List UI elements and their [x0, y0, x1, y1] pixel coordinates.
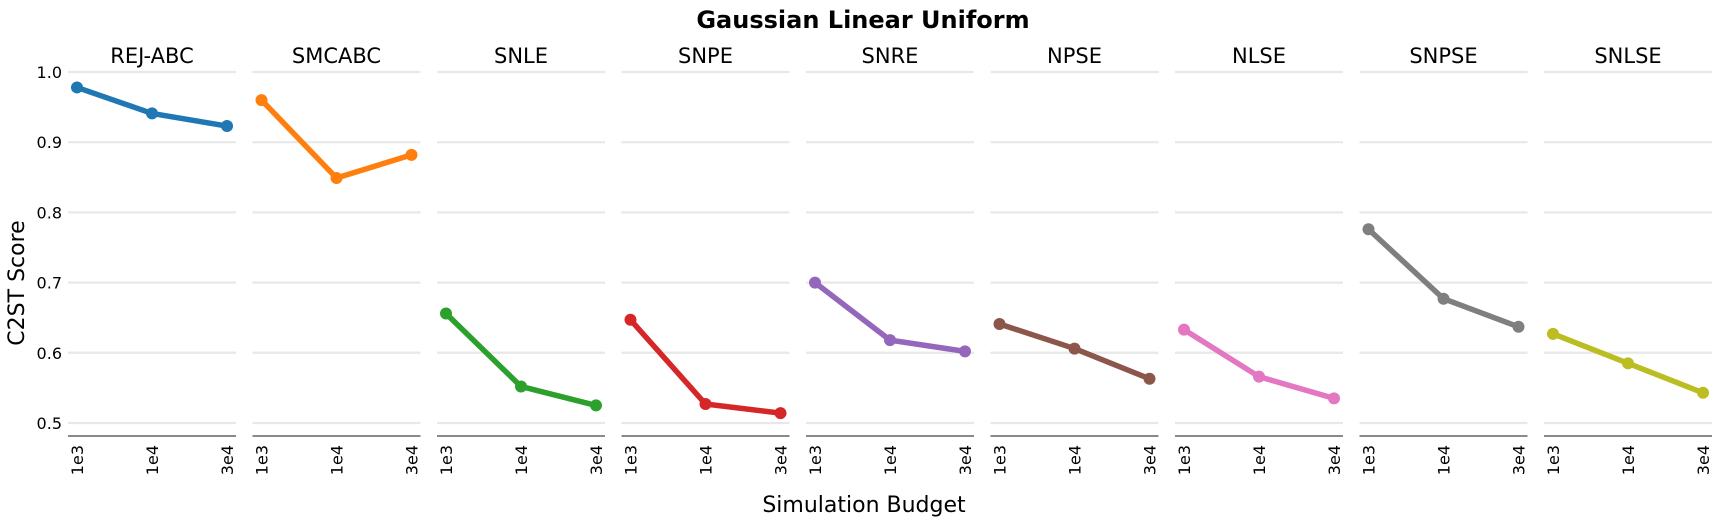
x-tick-label: 1e3 — [253, 445, 272, 475]
x-tick-label: 3e4 — [1510, 445, 1529, 475]
y-tick-label: 0.8 — [37, 203, 62, 222]
series-line — [258, 97, 415, 181]
x-tick-label: 1e3 — [1360, 445, 1379, 475]
x-tick-label: 3e4 — [1141, 445, 1160, 475]
data-point — [959, 345, 971, 358]
data-point — [624, 313, 637, 326]
data-point — [1328, 392, 1340, 405]
panel-title: SNPSE — [1409, 44, 1477, 68]
data-point — [1547, 327, 1559, 340]
data-point — [809, 276, 821, 289]
series-line — [74, 84, 230, 129]
x-tick-label: 1e4 — [697, 445, 716, 475]
x-tick-label: 3e4 — [218, 445, 237, 475]
x-tick-label: 3e4 — [587, 445, 606, 475]
x-tick-label: 1e4 — [1066, 445, 1085, 475]
data-point — [221, 120, 233, 133]
panel-snle: SNLE 1e3 1e4 3e4 — [437, 44, 606, 475]
x-tick-label: 1e3 — [622, 445, 641, 475]
y-tick-label: 0.7 — [37, 274, 62, 293]
data-point — [405, 148, 418, 161]
panel-npse: NPSE 1e3 1e4 3e4 — [990, 44, 1160, 475]
x-tick-label: 1e3 — [1175, 445, 1194, 475]
panel-rej-abc: REJ-ABC 1e3 1e4 3e4 — [68, 44, 237, 475]
panel-snlse: SNLSE 1e3 1e4 3e4 — [1544, 44, 1713, 475]
series-line — [1181, 326, 1337, 402]
x-tick-label: 1e4 — [881, 445, 900, 475]
x-tick-label: 1e3 — [1544, 445, 1563, 475]
x-tick-label: 1e3 — [437, 445, 456, 475]
data-point — [1143, 372, 1156, 385]
y-tick-label: 0.5 — [37, 414, 62, 433]
data-point — [255, 94, 268, 107]
x-tick-label: 1e4 — [143, 445, 162, 475]
x-tick-label: 1e4 — [328, 445, 347, 475]
x-tick-label: 3e4 — [1694, 445, 1713, 475]
x-tick-label: 1e4 — [1435, 445, 1454, 475]
panel-title: SNLE — [494, 44, 548, 68]
y-axis-ticks: 1.0 0.9 0.8 0.7 0.6 0.5 — [37, 63, 62, 433]
panel-snre: SNRE 1e3 1e4 3e4 — [806, 44, 975, 475]
panel-title: NPSE — [1047, 44, 1102, 68]
x-tick-label: 1e3 — [806, 445, 825, 475]
y-tick-label: 0.6 — [37, 344, 62, 363]
data-point — [71, 81, 83, 94]
panel-title: SNLSE — [1594, 44, 1661, 68]
panel-nlse: NLSE 1e3 1e4 3e4 — [1175, 44, 1344, 475]
panel-title: SNPE — [678, 44, 733, 68]
data-point — [590, 399, 602, 412]
x-tick-label: 3e4 — [772, 445, 791, 475]
data-point — [774, 407, 787, 420]
x-tick-label: 3e4 — [403, 445, 422, 475]
data-point — [1362, 223, 1375, 236]
series-line — [1365, 226, 1522, 330]
x-axis-label: Simulation Budget — [762, 493, 966, 518]
data-point — [1178, 323, 1190, 336]
data-point — [146, 107, 158, 120]
data-point — [440, 307, 452, 320]
data-point — [1697, 386, 1709, 399]
y-tick-label: 0.9 — [37, 133, 62, 152]
x-tick-label: 3e4 — [1325, 445, 1344, 475]
data-point — [330, 171, 343, 184]
data-point — [515, 380, 527, 393]
data-point — [1253, 370, 1265, 383]
x-tick-label: 1e4 — [1619, 445, 1638, 475]
panel-title: NLSE — [1232, 44, 1286, 68]
panel-smcabc: SMCABC 1e3 1e4 3e4 — [252, 44, 422, 475]
x-tick-label: 3e4 — [956, 445, 975, 475]
y-tick-label: 1.0 — [37, 63, 62, 82]
data-point — [1068, 342, 1081, 355]
chart-panels: REJ-ABC 1e3 1e4 3e4 SMCABC 1e3 1e4 3e4 SNLE 1e3 1e… — [68, 44, 1713, 475]
panel-title: SNRE — [862, 44, 919, 68]
data-point — [1512, 320, 1525, 333]
data-point — [884, 334, 896, 347]
panel-title: SMCABC — [292, 44, 381, 68]
chart-title: Gaussian Linear Uniform — [696, 6, 1029, 34]
x-tick-label: 1e4 — [512, 445, 531, 475]
data-point — [1437, 292, 1450, 305]
y-axis-label: C2ST Score — [5, 220, 30, 345]
panel-title: REJ-ABC — [110, 44, 194, 68]
x-tick-label: 1e3 — [991, 445, 1010, 475]
panel-snpe: SNPE 1e3 1e4 3e4 — [621, 44, 791, 475]
x-tick-label: 1e4 — [1250, 445, 1269, 475]
data-point — [1622, 357, 1634, 370]
panel-snpse: SNPSE 1e3 1e4 3e4 — [1359, 44, 1529, 475]
data-point — [699, 398, 712, 411]
data-point — [993, 318, 1006, 331]
x-tick-label: 1e3 — [68, 445, 87, 475]
